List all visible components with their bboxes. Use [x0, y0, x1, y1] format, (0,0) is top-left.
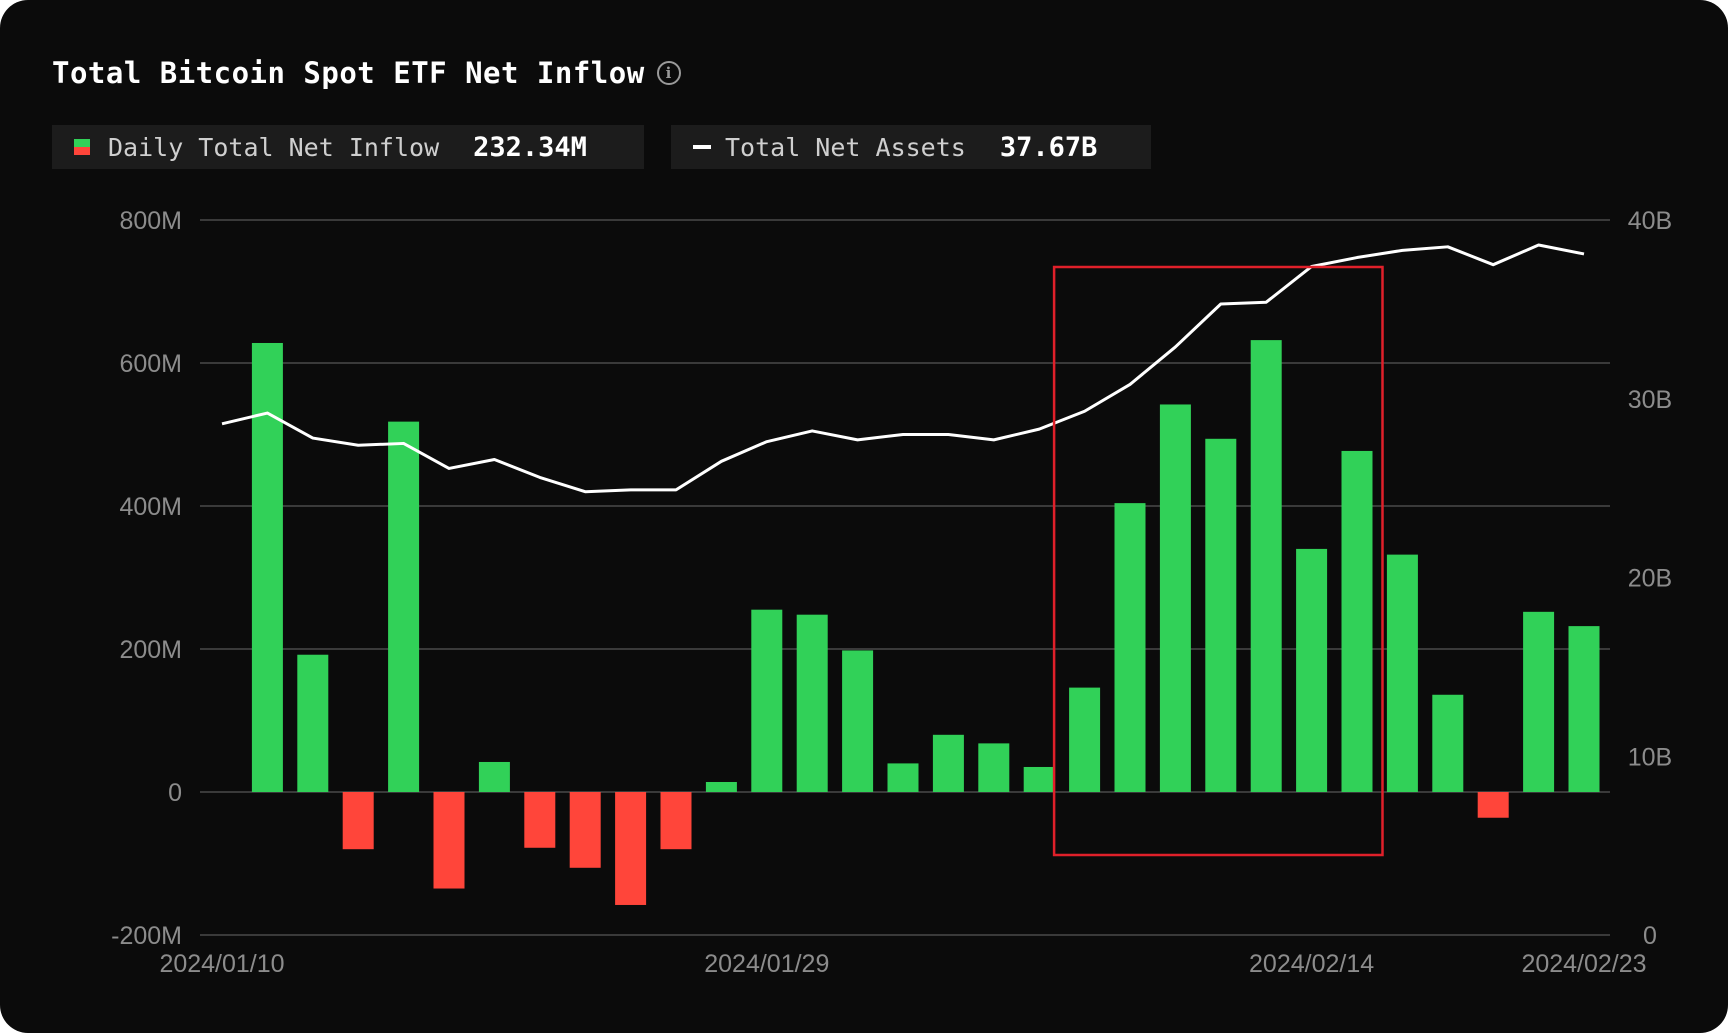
left-axis-tick-label: 600M: [119, 350, 182, 378]
x-axis: 2024/01/10 2024/01/29 2024/02/14 2024/02/23: [159, 950, 1646, 978]
legend-assets[interactable]: Total Net Assets 37.67B: [671, 125, 1151, 169]
highlight-layer: [1052, 265, 1384, 857]
right-axis: 0 10B 20B 30B 40B: [1628, 207, 1672, 950]
chart-title-text: Total Bitcoin Spot ETF Net Inflow: [52, 56, 645, 90]
right-axis-tick-label: 10B: [1628, 743, 1672, 771]
inflow-bar: [478, 761, 510, 792]
inflow-bar: [705, 781, 737, 792]
inflow-bar: [615, 792, 647, 905]
inflow-bar: [1568, 626, 1600, 792]
x-axis-tick-label: 2024/01/10: [159, 950, 284, 978]
right-axis-tick-label: 30B: [1628, 386, 1672, 414]
inflow-bar: [1114, 503, 1146, 792]
inflow-bar: [1477, 792, 1509, 818]
right-axis-tick-label: 40B: [1628, 207, 1672, 235]
inflow-bar: [1250, 340, 1282, 792]
inflow-bar: [1023, 766, 1055, 792]
inflow-bar: [1296, 548, 1328, 792]
inflow-bar: [251, 342, 283, 792]
inflow-bar: [660, 792, 692, 850]
inflow-bar: [1432, 694, 1464, 792]
legend-inflow[interactable]: Daily Total Net Inflow 232.34M: [52, 125, 644, 169]
inflow-bar: [524, 792, 556, 848]
inflow-bar: [433, 792, 465, 889]
x-axis-tick-label: 2024/02/14: [1249, 950, 1374, 978]
inflow-bar: [1523, 611, 1555, 792]
legend-inflow-value: 232.34M: [473, 131, 587, 163]
inflow-bar: [751, 609, 783, 792]
info-icon[interactable]: i: [656, 61, 681, 85]
chart-title: Total Bitcoin Spot ETF Net Inflow i: [52, 56, 681, 90]
legend-assets-label: Total Net Assets: [725, 132, 966, 162]
inflow-bar: [1386, 554, 1418, 792]
inflow-bar: [297, 654, 329, 792]
highlight-box: [1052, 265, 1384, 857]
inflow-bar: [569, 792, 601, 868]
line-series: [221, 243, 1585, 494]
inflow-bar: [1069, 687, 1101, 792]
inflow-bar: [796, 614, 828, 792]
inflow-bar: [1159, 404, 1191, 792]
inflow-bar: [932, 734, 964, 792]
left-axis-tick-label: 200M: [119, 636, 182, 664]
left-axis-tick-label: 400M: [119, 493, 182, 521]
inflow-bar: [978, 743, 1010, 792]
inflow-bar: [388, 421, 420, 792]
left-axis-tick-label: 800M: [119, 207, 182, 235]
inflow-bar: [1341, 450, 1373, 792]
left-axis-tick-label: 0: [168, 779, 182, 807]
legend-inflow-label: Daily Total Net Inflow: [108, 132, 440, 162]
inflow-bar: [887, 763, 919, 792]
left-axis: -200M 0 200M 400M 600M 800M: [111, 207, 182, 950]
inflow-bar: [342, 792, 374, 850]
x-axis-tick-label: 2024/01/29: [704, 950, 829, 978]
inflow-bar: [842, 650, 874, 792]
inflow-swatch-icon: [74, 139, 90, 155]
x-axis-tick-label: 2024/02/23: [1521, 950, 1646, 978]
right-axis-tick-label: 0: [1643, 922, 1657, 950]
right-axis-tick-label: 20B: [1628, 565, 1672, 593]
left-axis-tick-label: -200M: [111, 922, 182, 950]
inflow-bar: [1205, 438, 1237, 792]
legend-assets-value: 37.67B: [999, 131, 1098, 163]
net-assets-line: [221, 243, 1585, 494]
assets-line-icon: [693, 145, 711, 149]
bar-series: [251, 340, 1600, 905]
